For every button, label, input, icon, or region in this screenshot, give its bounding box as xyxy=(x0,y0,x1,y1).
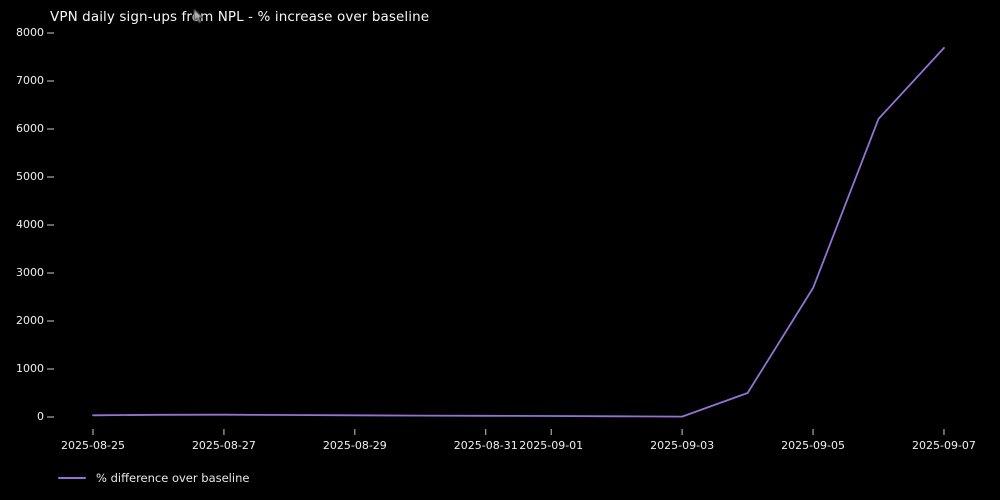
y-tick-label: 5000 xyxy=(16,170,44,183)
x-tick-label: 2025-08-25 xyxy=(61,439,125,452)
y-tick-label: 3000 xyxy=(16,266,44,279)
x-tick-label: 2025-09-01 xyxy=(519,439,584,452)
chart-title: VPN daily sign-ups from NPL - % increase… xyxy=(50,9,430,25)
legend-label: % difference over baseline xyxy=(96,471,250,485)
y-tick-label: 1000 xyxy=(16,362,44,375)
y-tick-label: 4000 xyxy=(16,218,44,231)
y-tick-label: 8000 xyxy=(16,26,44,39)
x-tick-label: 2025-09-05 xyxy=(781,439,846,452)
y-tick-label: 2000 xyxy=(16,314,44,327)
y-tick-label: 0 xyxy=(37,410,44,423)
x-tick-label: 2025-09-07 xyxy=(912,439,976,452)
series-line xyxy=(92,47,945,418)
legend-line-swatch-icon xyxy=(58,477,86,479)
x-tick-label: 2025-08-31 xyxy=(453,439,518,452)
x-tick-label: 2025-08-29 xyxy=(322,439,387,452)
y-tick-label: 7000 xyxy=(16,74,44,87)
y-tick-label: 6000 xyxy=(16,122,44,135)
x-tick-label: 2025-09-03 xyxy=(650,439,715,452)
x-tick-label: 2025-08-27 xyxy=(191,439,256,452)
legend: % difference over baseline xyxy=(58,471,249,485)
mouse-pointer-icon xyxy=(193,9,204,24)
